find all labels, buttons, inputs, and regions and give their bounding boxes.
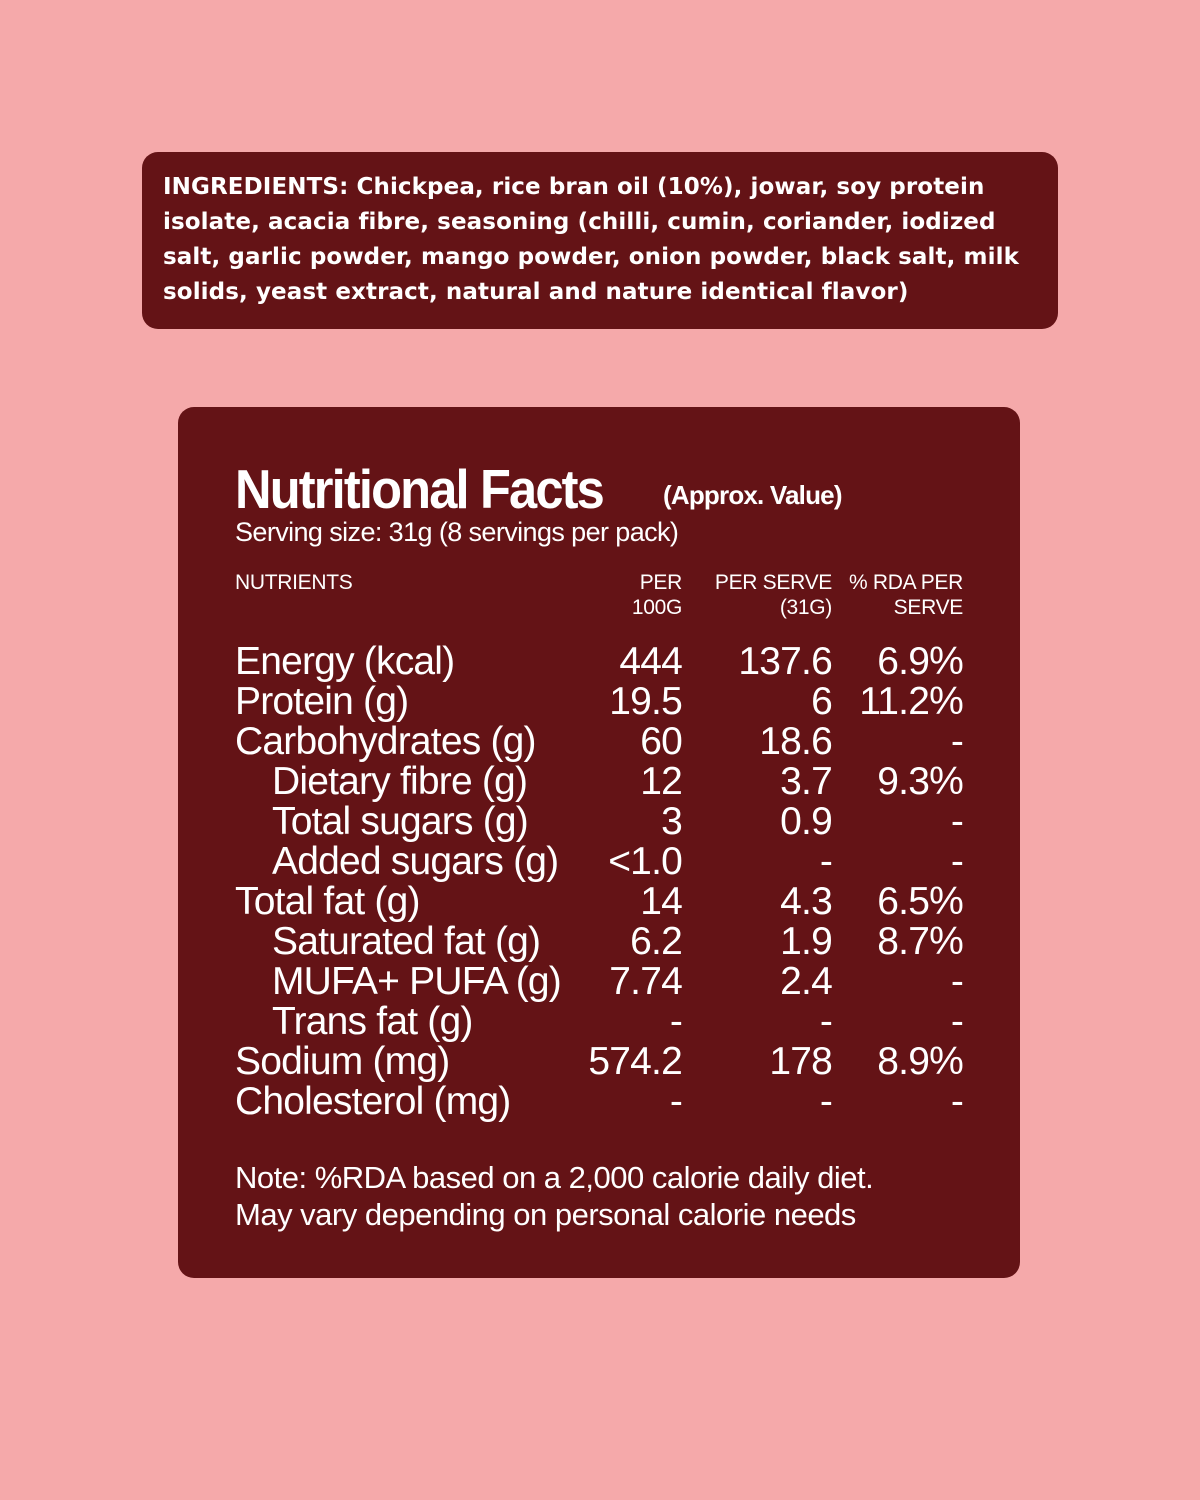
- nutrient-name: Dietary fibre (g): [272, 760, 528, 803]
- header-per-serve: Per serve (31g): [715, 570, 832, 620]
- header-rda-line1: % RDA per: [849, 571, 963, 594]
- nutrient-row: Cholesterol (mg) - - -: [235, 1082, 965, 1122]
- nutrient-name: Cholesterol (mg): [235, 1080, 511, 1123]
- value-rda: -: [950, 1080, 964, 1123]
- ingredients-text: Chickpea, rice bran oil (10%), jowar, so…: [163, 174, 1019, 305]
- nutrient-row: Total fat (g) 14 4.3 6.5%: [235, 882, 965, 922]
- header-per-100g-line2: 100g: [631, 596, 682, 619]
- nutrient-name: Sodium (mg): [235, 1040, 450, 1083]
- header-nutrients: Nutrients: [235, 571, 353, 594]
- nutrient-table: Energy (kcal) 444 137.6 6.9% Protein (g) 19.5…: [235, 642, 965, 1122]
- value-rda: 8.9%: [877, 1040, 964, 1083]
- value-per-serve: 0.9: [780, 800, 833, 843]
- nutrient-name: MUFA+ PUFA (g): [272, 960, 562, 1003]
- nutrient-name: Saturated fat (g): [272, 920, 541, 963]
- value-rda: -: [950, 960, 964, 1003]
- title-row: Nutritional Facts: [235, 457, 635, 521]
- nutrition-subtitle: (Approx. Value): [663, 480, 843, 510]
- ingredients-label: Ingredients:: [163, 174, 349, 200]
- nutrient-row: Total sugars (g) 3 0.9 -: [235, 802, 965, 842]
- value-per-100g: 6.2: [630, 920, 683, 963]
- value-per-100g: <1.0: [608, 840, 683, 883]
- value-per-serve: -: [819, 1080, 833, 1123]
- value-per-100g: 60: [640, 720, 683, 763]
- value-rda: -: [950, 720, 964, 763]
- value-rda: 11.2%: [859, 680, 964, 723]
- header-rda-line2: serve: [893, 596, 964, 619]
- nutrient-name: Carbohydrates (g): [235, 720, 537, 763]
- nutrient-name: Added sugars (g): [272, 840, 559, 883]
- value-per-serve: -: [819, 840, 833, 883]
- nutrient-row: Added sugars (g) <1.0 - -: [235, 842, 965, 882]
- serving-size: Serving size: 31g (8 servings per pack): [235, 517, 679, 547]
- nutrient-row: MUFA+ PUFA (g) 7.74 2.4 -: [235, 962, 965, 1002]
- nutrient-name: Protein (g): [235, 680, 409, 723]
- nutrient-row: Trans fat (g) - - -: [235, 1002, 965, 1042]
- header-per-100g: Per 100g: [632, 570, 682, 620]
- value-per-100g: -: [669, 1080, 683, 1123]
- value-per-100g: 14: [640, 880, 683, 923]
- value-per-serve: 1.9: [780, 920, 833, 963]
- value-per-100g: 3: [661, 800, 683, 843]
- rda-note: Note: %RDA based on a 2,000 calorie dail…: [235, 1159, 874, 1233]
- value-per-100g: 574.2: [588, 1040, 682, 1083]
- value-rda: -: [950, 840, 964, 883]
- value-per-serve: 4.3: [780, 880, 833, 923]
- value-per-serve: 3.7: [780, 760, 833, 803]
- value-rda: -: [950, 800, 964, 843]
- value-per-serve: 18.6: [759, 720, 833, 763]
- nutrient-row: Sodium (mg) 574.2 178 8.9%: [235, 1042, 965, 1082]
- nutrient-row: Protein (g) 19.5 6 11.2%: [235, 682, 965, 722]
- nutrient-name: Trans fat (g): [272, 1000, 473, 1043]
- nutrient-name: Energy (kcal): [235, 640, 455, 683]
- nutrient-row: Carbohydrates (g) 60 18.6 -: [235, 722, 965, 762]
- value-rda: -: [950, 1000, 964, 1043]
- value-rda: 8.7%: [877, 920, 964, 963]
- value-rda: 9.3%: [877, 760, 964, 803]
- nutrient-row: Saturated fat (g) 6.2 1.9 8.7%: [235, 922, 965, 962]
- nutrition-title: Nutritional Facts: [235, 458, 605, 520]
- nutrient-name: Total fat (g): [235, 880, 420, 923]
- value-per-100g: -: [669, 1000, 683, 1043]
- header-per-100g-line1: Per: [639, 571, 683, 594]
- nutrition-facts-panel: Nutritional Facts (Approx. Value) Servin…: [178, 407, 1020, 1278]
- ingredients-panel: Ingredients: Chickpea, rice bran oil (10…: [142, 152, 1058, 329]
- note-line-1: Note: %RDA based on a 2,000 calorie dail…: [235, 1160, 874, 1195]
- value-per-100g: 19.5: [609, 680, 683, 723]
- nutrient-name: Total sugars (g): [272, 800, 529, 843]
- header-rda: % RDA per serve: [849, 570, 963, 620]
- header-per-serve-line1: Per serve: [714, 571, 832, 594]
- value-rda: 6.9%: [877, 640, 964, 683]
- value-per-serve: 178: [769, 1040, 832, 1083]
- note-line-2: May vary depending on personal calorie n…: [235, 1197, 856, 1232]
- value-per-serve: 137.6: [738, 640, 832, 683]
- nutrient-row: Energy (kcal) 444 137.6 6.9%: [235, 642, 965, 682]
- value-per-100g: 12: [640, 760, 683, 803]
- value-rda: 6.5%: [877, 880, 964, 923]
- header-per-serve-line2: (31g): [779, 596, 832, 619]
- value-per-serve: 6: [811, 680, 833, 723]
- value-per-100g: 7.74: [609, 960, 683, 1003]
- value-per-serve: -: [819, 1000, 833, 1043]
- value-per-serve: 2.4: [780, 960, 833, 1003]
- value-per-100g: 444: [619, 640, 682, 683]
- nutrient-row: Dietary fibre (g) 12 3.7 9.3%: [235, 762, 965, 802]
